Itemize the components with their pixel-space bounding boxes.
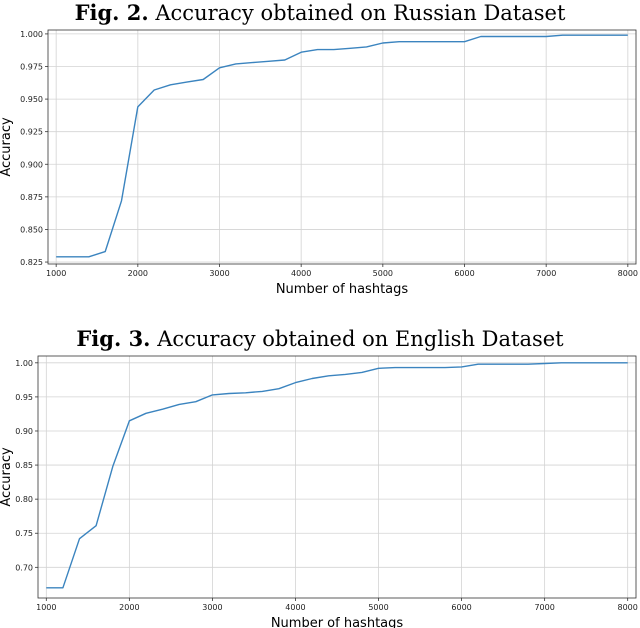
chart-russian: 1000 2000 3000 4000 5000 6000 7000 8000 0.825 0.8… xyxy=(0,29,638,297)
accuracy-series-line xyxy=(56,34,628,258)
y-tick-label: 0.925 xyxy=(20,128,43,137)
y-tick-label: 0.950 xyxy=(20,95,43,104)
x-axis-label: Number of hashtags xyxy=(276,282,409,297)
chart-title: Fig. 3. Accuracy obtained on English Dat… xyxy=(0,326,640,351)
x-tick-label: 8000 xyxy=(618,603,638,612)
y-tick-label: 0.90 xyxy=(15,427,33,436)
x-tick-label: 1000 xyxy=(46,269,66,278)
x-tick-label: 7000 xyxy=(534,603,554,612)
accuracy-series-line xyxy=(46,362,628,589)
x-tick-label: 3000 xyxy=(202,603,222,612)
y-tick-label: 0.850 xyxy=(20,225,43,234)
y-tick-label: 0.875 xyxy=(20,193,43,202)
y-tick-label: 0.80 xyxy=(15,495,33,504)
y-tick-label: 0.75 xyxy=(15,529,33,538)
x-tick-label: 7000 xyxy=(536,269,556,278)
x-tick-label: 5000 xyxy=(368,603,388,612)
y-tick-label: 0.70 xyxy=(15,563,33,572)
x-tick-label: 5000 xyxy=(373,269,393,278)
x-tick-label: 4000 xyxy=(285,603,305,612)
chart-title-prefix: Fig. 3. xyxy=(76,326,151,351)
x-tick-label: 2000 xyxy=(128,269,148,278)
x-tick-label: 6000 xyxy=(451,603,471,612)
chart-title-text: Accuracy obtained on English Dataset xyxy=(157,327,564,351)
x-tick-label: 4000 xyxy=(291,269,311,278)
x-axis-label: Number of hashtags xyxy=(271,616,404,628)
y-axis-label: Accuracy xyxy=(0,447,14,507)
y-tick-label: 0.975 xyxy=(20,63,43,72)
y-tick-label: 0.825 xyxy=(20,258,43,267)
chart-title-prefix: Fig. 2. xyxy=(74,0,149,25)
x-tick-label: 3000 xyxy=(209,269,229,278)
chart-title-text: Accuracy obtained on Russian Dataset xyxy=(155,1,566,25)
y-tick-label: 1.000 xyxy=(20,30,43,39)
chart-panel-english: Fig. 3. Accuracy obtained on English Dat… xyxy=(0,326,640,628)
x-tick-label: 2000 xyxy=(119,603,139,612)
x-tick-label: 6000 xyxy=(454,269,474,278)
chart-panel-russian: Fig. 2. Accuracy obtained on Russian Dat… xyxy=(0,0,640,300)
x-tick-label: 1000 xyxy=(36,603,56,612)
y-tick-label: 0.95 xyxy=(15,393,33,402)
y-tick-label: 0.900 xyxy=(20,160,43,169)
chart-title: Fig. 2. Accuracy obtained on Russian Dat… xyxy=(0,0,640,25)
plot-frame xyxy=(47,29,637,265)
y-tick-label: 1.00 xyxy=(15,359,33,368)
x-tick-label: 8000 xyxy=(618,269,638,278)
y-axis-label: Accuracy xyxy=(0,117,14,177)
y-tick-label: 0.85 xyxy=(15,461,33,470)
chart-english: 1000 2000 3000 4000 5000 6000 7000 8000 0.70 0.75… xyxy=(0,355,638,628)
plot-frame xyxy=(37,355,637,599)
